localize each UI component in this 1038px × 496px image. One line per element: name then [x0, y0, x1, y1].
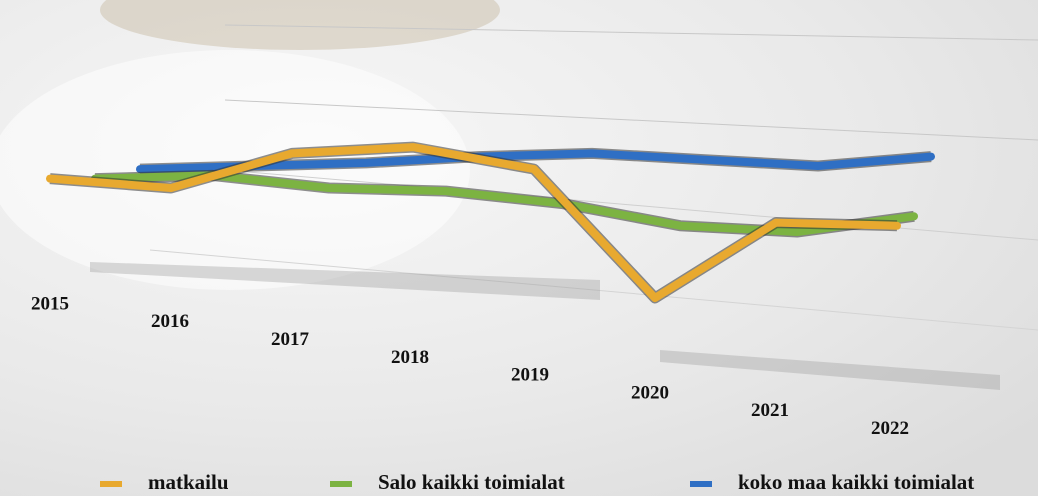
chart: 2015 2016 2017 2018 2019 2020 2021 2022 matkail… [0, 0, 1038, 496]
x-tick-label: 2020 [631, 382, 669, 403]
x-tick-label: 2019 [511, 365, 549, 386]
legend-label: koko maa kaikki toimialat [738, 470, 974, 494]
x-tick-label: 2021 [751, 400, 789, 421]
legend-label: matkailu [148, 470, 229, 494]
page: {"chart_data": {"type": "line", "categor… [0, 0, 1038, 496]
x-tick-label: 2018 [391, 347, 429, 368]
x-tick-label: 2017 [271, 329, 310, 350]
x-tick-label: 2015 [31, 293, 69, 314]
x-tick-label: 2022 [871, 418, 909, 439]
legend-label: Salo kaikki toimialat [378, 470, 565, 494]
x-tick-label: 2016 [151, 311, 189, 332]
